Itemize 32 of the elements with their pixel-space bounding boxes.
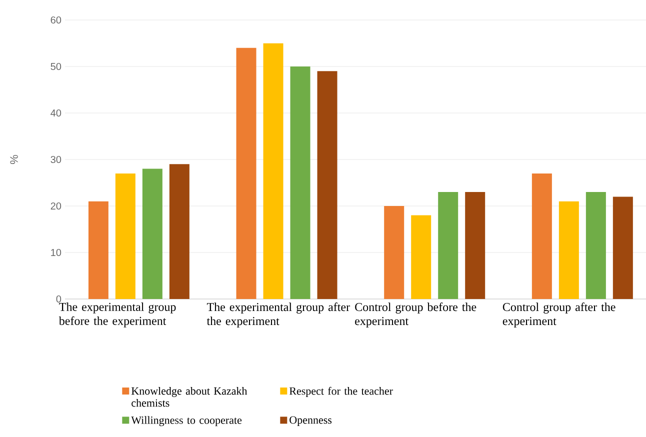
bar bbox=[88, 201, 108, 299]
y-tick-label: 60 bbox=[50, 16, 62, 24]
y-axis-title: % bbox=[10, 155, 18, 164]
bar bbox=[465, 192, 486, 299]
bar bbox=[115, 173, 136, 299]
x-tick-label: The experimental group after the experiment bbox=[206, 302, 350, 328]
x-tick-label: The experimental group before the experiment bbox=[58, 302, 176, 328]
bar bbox=[236, 48, 256, 299]
x-tick-label: Control group after the experiment bbox=[502, 302, 616, 328]
legend-label: Willingness to cooperate bbox=[131, 416, 242, 426]
bar bbox=[142, 168, 162, 299]
bar bbox=[612, 196, 633, 299]
y-tick-label: 0 bbox=[56, 295, 62, 303]
legend-label: Knowledge about Kazakh chemists bbox=[131, 386, 248, 407]
bar bbox=[384, 206, 404, 299]
bar bbox=[558, 201, 579, 299]
legend-label: Respect for the teacher bbox=[289, 386, 393, 397]
bar bbox=[290, 66, 310, 299]
bar bbox=[532, 173, 552, 299]
bar bbox=[263, 43, 284, 299]
y-tick-label: 10 bbox=[51, 248, 62, 256]
bar bbox=[411, 215, 432, 299]
bar bbox=[438, 192, 458, 299]
y-tick-label: 50 bbox=[50, 62, 62, 70]
bar bbox=[169, 164, 190, 299]
y-tick-label: 30 bbox=[50, 156, 62, 164]
x-tick-label: Control group before the experiment bbox=[355, 302, 476, 328]
legend-label: Openness bbox=[290, 416, 332, 426]
y-tick-label: 20 bbox=[50, 202, 62, 210]
bar bbox=[586, 192, 606, 299]
bar bbox=[317, 71, 338, 299]
y-tick-label: 40 bbox=[50, 109, 62, 117]
